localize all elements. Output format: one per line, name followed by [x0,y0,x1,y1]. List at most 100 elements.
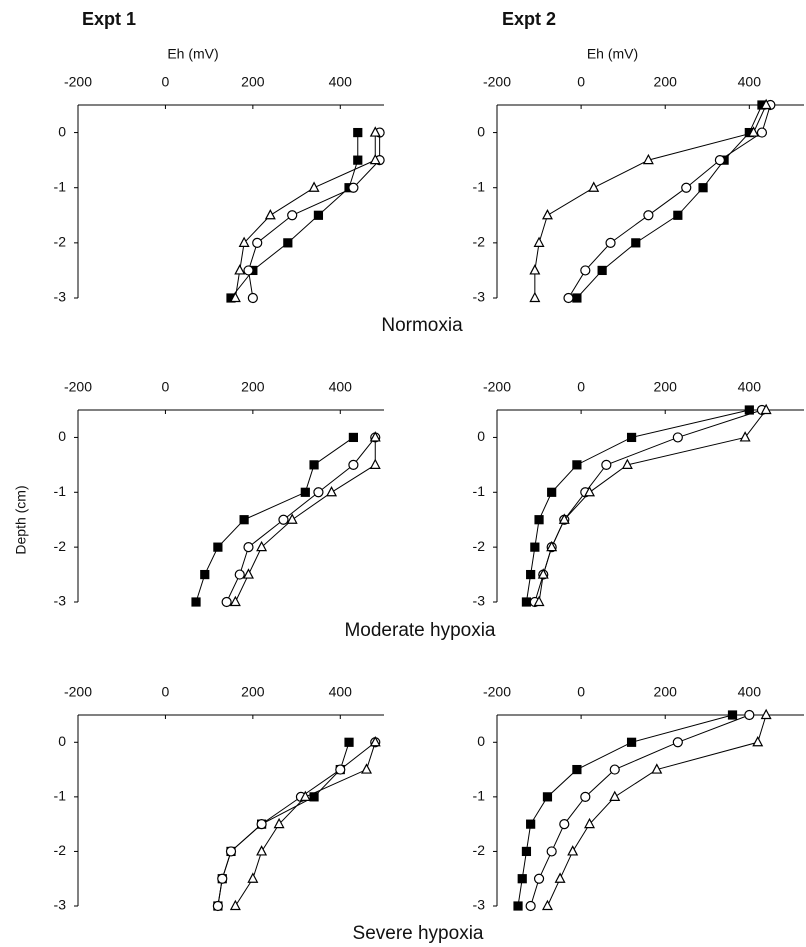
x-tick-label: 200 [241,74,265,90]
marker [546,540,558,552]
marker [521,597,532,607]
x-tick-label: 400 [738,74,762,90]
marker [313,487,324,498]
marker [369,736,381,747]
marker [572,460,582,470]
marker [247,292,258,304]
x-tick-label: 200 [654,379,678,395]
x-axis-label: Eh (mV) [167,46,218,62]
marker [748,126,760,137]
marker [673,210,683,220]
marker [698,183,708,193]
marker [256,819,267,830]
marker [308,181,320,192]
series-line [217,741,376,907]
marker [752,736,764,747]
x-tick-label: 0 [162,684,170,700]
marker [234,264,246,275]
x-tick-label: 200 [654,74,678,90]
marker [264,209,276,220]
marker [361,763,373,774]
y-tick-label: -3 [54,593,67,609]
marker [313,210,324,220]
marker [609,764,620,775]
marker [353,127,363,138]
y-tick-label: 0 [477,123,485,139]
x-tick-label: 400 [329,74,353,90]
marker [533,873,545,884]
marker [242,568,254,579]
series-line [530,714,750,907]
y-tick-label: 0 [58,123,66,139]
x-tick-label: 400 [738,379,762,395]
marker [642,153,654,165]
marker [605,237,616,248]
marker [672,737,683,748]
marker [714,155,725,166]
x-tick-label: 0 [577,684,585,700]
marker [212,900,223,912]
marker [727,710,738,720]
marker [621,458,633,469]
marker [580,265,591,276]
y-tick-label: -2 [54,842,67,858]
marker [584,817,596,829]
y-tick-label: -3 [473,289,486,305]
marker [191,597,201,607]
marker [247,872,259,883]
marker [243,265,254,276]
x-tick-label: 400 [738,684,762,700]
marker [559,819,570,830]
marker [572,293,582,303]
marker [229,899,241,911]
marker [344,737,354,747]
marker [213,542,223,552]
x-tick-label: -200 [64,379,92,395]
marker [200,569,210,580]
x-tick-label: 200 [654,684,678,700]
marker [588,181,600,192]
marker [348,459,359,470]
marker [256,845,268,856]
marker [335,764,346,775]
y-tick-label: -1 [54,483,67,499]
y-tick-label: -2 [473,538,486,554]
x-tick-label: -200 [483,74,511,90]
marker [286,513,298,524]
y-tick-label: -3 [473,593,486,609]
x-tick-label: 0 [162,379,170,395]
y-tick-label: 0 [58,428,66,444]
x-tick-label: 200 [241,684,265,700]
marker [529,264,541,275]
marker [530,542,540,552]
y-tick-label: -1 [473,788,486,804]
marker [287,210,298,221]
marker [760,403,772,415]
marker [326,486,338,497]
marker [533,236,545,247]
marker [369,458,381,469]
marker [517,874,527,884]
x-tick-label: 0 [577,74,585,90]
marker [300,487,310,497]
marker [597,265,607,276]
marker [744,709,755,721]
y-tick-label: -1 [473,483,486,499]
x-tick-label: 400 [329,379,353,395]
marker [513,901,523,911]
marker [217,873,228,884]
marker [760,98,772,110]
marker [541,899,553,911]
marker [534,515,544,525]
marker [672,432,683,443]
y-tick-label: 0 [477,428,485,444]
marker [234,569,245,580]
y-tick-label: -2 [473,234,486,250]
series-line [195,437,354,603]
x-axis-label: Eh (mV) [587,46,638,62]
marker [229,595,241,607]
series-line [534,409,763,603]
marker [283,238,293,248]
marker [221,596,232,608]
marker [626,737,637,747]
